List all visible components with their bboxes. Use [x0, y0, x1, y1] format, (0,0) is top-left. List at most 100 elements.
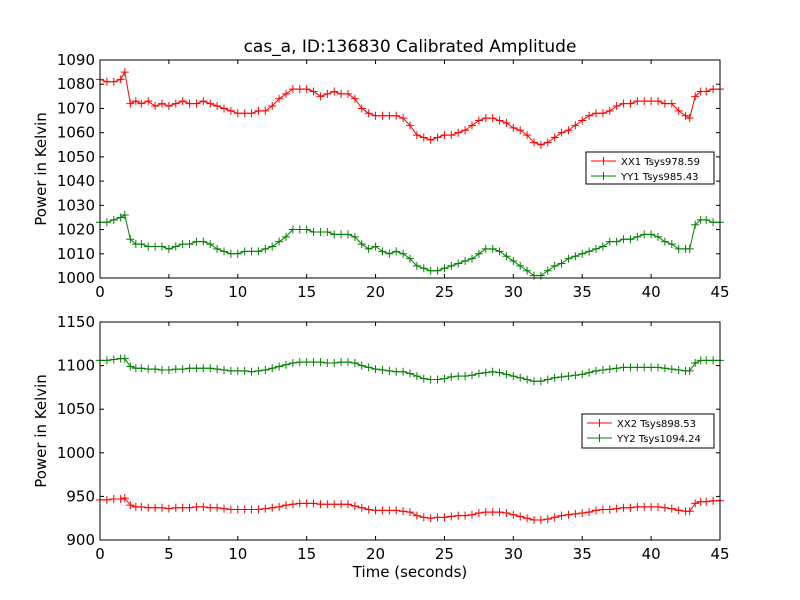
data-point	[481, 368, 490, 377]
data-point	[440, 131, 449, 140]
data-point	[564, 126, 573, 135]
data-point	[647, 502, 656, 511]
data-point	[406, 508, 414, 517]
data-point	[640, 230, 649, 239]
data-point	[178, 97, 187, 106]
data-point	[268, 102, 277, 111]
data-point	[282, 232, 290, 241]
data-point	[185, 240, 194, 249]
data-point	[419, 264, 428, 273]
data-point	[151, 102, 160, 111]
data-point	[612, 102, 621, 111]
data-point	[288, 500, 297, 509]
data-point	[302, 499, 311, 508]
data-point	[543, 375, 552, 384]
data-point	[178, 240, 187, 249]
x-tick-label: 20	[366, 545, 385, 563]
y-tick-label: 1050	[57, 148, 95, 166]
x-tick-label: 10	[228, 545, 247, 563]
data-point	[571, 252, 580, 261]
data-point	[557, 128, 566, 137]
data-point	[667, 504, 676, 513]
x-tick-label: 40	[642, 283, 661, 301]
data-point	[685, 507, 694, 516]
data-point	[454, 128, 463, 137]
data-point	[171, 242, 180, 251]
data-point	[131, 97, 140, 106]
data-point	[633, 97, 642, 106]
data-point	[116, 495, 125, 504]
data-point	[226, 249, 235, 258]
data-point	[709, 496, 718, 505]
data-point	[509, 123, 518, 132]
data-point	[647, 363, 656, 372]
data-point	[233, 109, 242, 118]
data-point	[626, 235, 635, 244]
data-point	[282, 360, 290, 369]
data-point	[385, 366, 394, 375]
data-point	[488, 114, 497, 123]
data-point	[206, 240, 215, 249]
legend-label: YY1 Tsys985.43	[620, 172, 699, 183]
data-point	[151, 503, 160, 512]
data-point	[516, 126, 525, 135]
data-point	[392, 111, 401, 120]
data-point	[468, 510, 476, 519]
data-point	[474, 116, 483, 125]
data-point	[309, 499, 318, 508]
data-point	[102, 495, 111, 504]
y-tick-label: 1000	[57, 444, 95, 462]
data-point	[316, 358, 325, 367]
legend-label: XX2 Tsys898.53	[617, 419, 696, 430]
data-point	[371, 111, 380, 120]
data-point	[447, 131, 456, 140]
x-tick-label: 25	[435, 545, 454, 563]
x-axis-label: Time (seconds)	[352, 563, 468, 581]
data-point	[461, 126, 470, 135]
x-tick-label: 45	[710, 545, 729, 563]
data-point	[337, 500, 346, 509]
data-point	[302, 85, 311, 94]
data-point	[171, 503, 180, 512]
data-point	[226, 106, 235, 115]
x-tick-label: 25	[435, 283, 454, 301]
data-point	[226, 505, 235, 514]
x-tick-label: 30	[504, 283, 523, 301]
data-point	[550, 133, 559, 142]
data-point	[406, 121, 414, 130]
data-point	[685, 114, 694, 123]
data-point	[151, 242, 160, 251]
data-point	[654, 363, 662, 372]
data-point	[691, 358, 700, 367]
data-point	[461, 511, 470, 520]
data-point	[233, 249, 242, 258]
data-point	[144, 242, 153, 251]
data-point	[164, 504, 173, 513]
data-point	[102, 218, 111, 227]
data-point	[592, 366, 600, 375]
data-point	[440, 374, 449, 383]
data-point	[426, 266, 435, 275]
data-point	[220, 104, 228, 113]
data-point	[564, 372, 573, 381]
data-point	[667, 365, 676, 374]
data-point	[516, 512, 525, 521]
data-point	[550, 261, 559, 270]
data-point	[233, 366, 242, 375]
data-point	[282, 89, 290, 98]
data-point	[378, 365, 387, 374]
data-point	[516, 261, 525, 270]
data-point	[605, 237, 614, 246]
data-point	[344, 500, 352, 509]
data-point	[185, 99, 194, 108]
data-point	[288, 85, 297, 94]
data-point	[557, 259, 566, 268]
data-point	[406, 369, 414, 378]
y-tick-label: 1030	[57, 196, 95, 214]
data-point	[350, 94, 359, 103]
data-point	[199, 237, 208, 246]
data-point	[605, 106, 614, 115]
legend: XX2 Tsys898.53 YY2 Tsys1094.24	[581, 413, 715, 449]
data-point	[261, 244, 270, 253]
data-point	[468, 254, 476, 263]
